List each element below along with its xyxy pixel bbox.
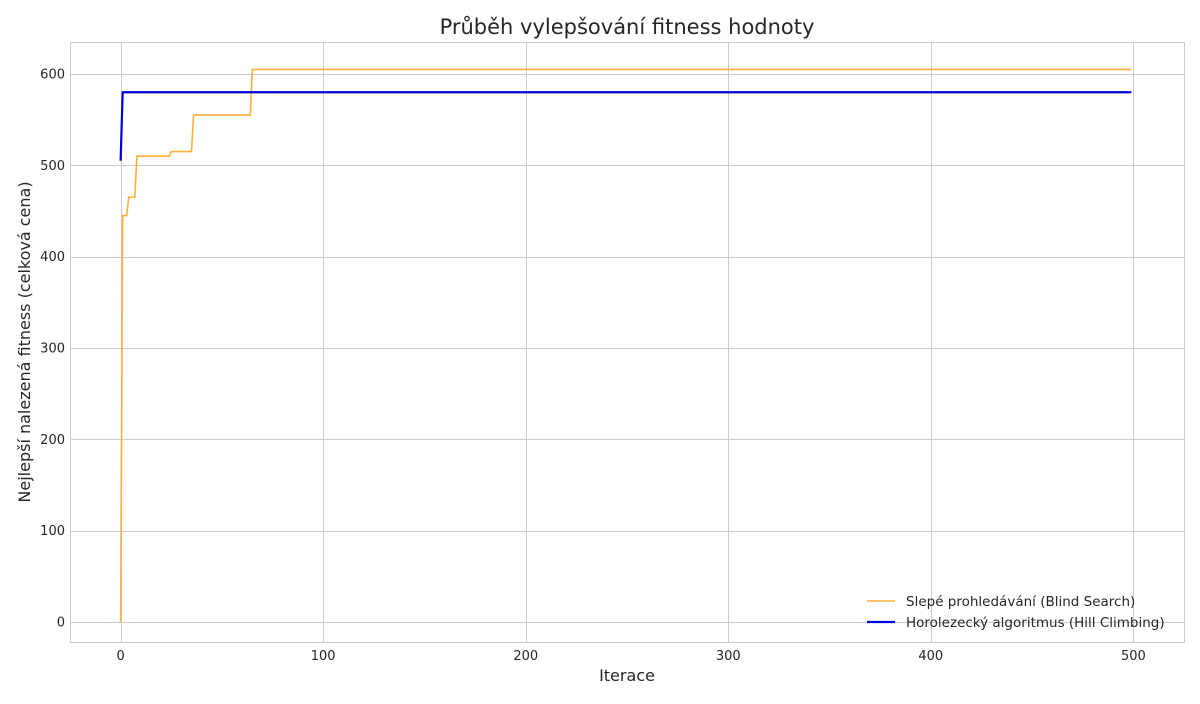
tick-labels: 0 100 200 300 400 500 0 100 200 300 400 500 600 (40, 67, 1146, 664)
legend: Slepé prohledávání (Blind Search) Horolez… (867, 594, 1165, 631)
x-tick-label: 200 (513, 649, 538, 664)
chart-title: Průběh vylepšování fitness hodnoty (440, 15, 815, 39)
y-tick-label: 600 (40, 67, 65, 82)
y-axis-title: Nejlepší nalezená fitness (celková cena) (15, 181, 34, 502)
x-tick-label: 0 (116, 649, 124, 664)
y-tick-label: 200 (40, 433, 65, 448)
y-tick-label: 500 (40, 159, 65, 174)
grid (70, 42, 1184, 642)
legend-label-2: Horolezecký algoritmus (Hill Climbing) (906, 615, 1165, 631)
legend-label-1: Slepé prohledávání (Blind Search) (906, 594, 1135, 610)
x-axis-title: Iterace (599, 666, 655, 685)
y-tick-label: 400 (40, 250, 65, 265)
y-tick-label: 100 (40, 524, 65, 539)
x-tick-label: 500 (1121, 649, 1146, 664)
x-tick-label: 400 (918, 649, 943, 664)
plot-frame (70, 42, 1185, 643)
y-tick-label: 0 (57, 615, 65, 630)
series-layer (119, 68, 1132, 622)
x-tick-label: 300 (716, 649, 741, 664)
y-tick-label: 300 (40, 341, 65, 356)
series-line-2 (119, 91, 1132, 161)
x-tick-label: 100 (311, 649, 336, 664)
series-line-1 (119, 68, 1132, 622)
